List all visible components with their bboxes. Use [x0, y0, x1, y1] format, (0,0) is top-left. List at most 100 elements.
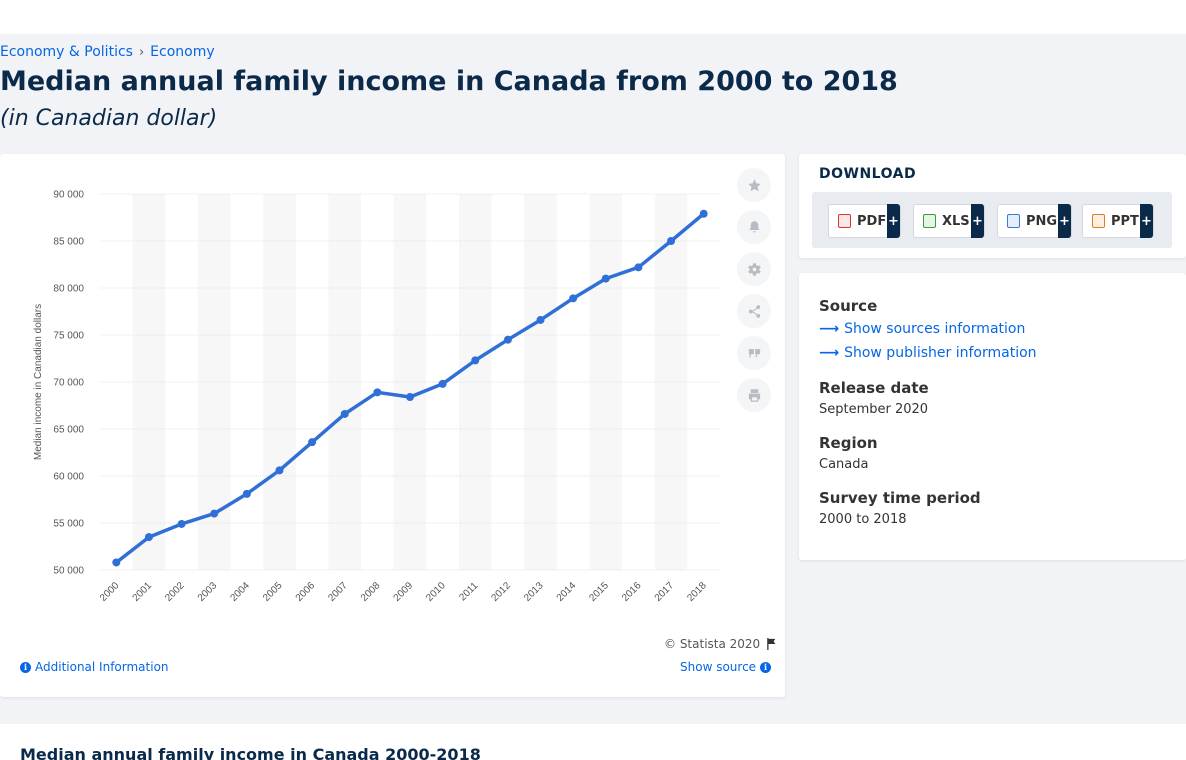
data-point[interactable] [503, 335, 512, 344]
show-publisher-label: Show publisher information [844, 345, 1037, 361]
download-png-button[interactable]: PNG + [997, 204, 1072, 238]
copyright-text: © Statista 2020 [664, 637, 761, 651]
data-point[interactable] [112, 558, 121, 567]
arrow-right-icon: ⟶ [819, 345, 840, 361]
show-sources-link[interactable]: ⟶ Show sources information [819, 321, 1025, 337]
cite-button[interactable] [737, 336, 771, 370]
data-point[interactable] [406, 393, 414, 402]
page-title: Median annual family income in Canada fr… [0, 66, 898, 97]
chart-card: 50 000 55 000 60 000 65 000 70 000 75 000 80 0… [0, 154, 785, 697]
data-point[interactable] [699, 209, 708, 218]
statistic-info-card: Source ⟶ Show sources information ⟶ Show… [799, 273, 1186, 560]
x-tick-label: 2009 [392, 580, 416, 604]
breadcrumb-separator: › [138, 44, 145, 60]
add-icon: + [1140, 204, 1153, 238]
data-point[interactable] [471, 356, 480, 365]
y-tick-label: 90 000 [53, 190, 84, 201]
x-tick-label: 2018 [685, 580, 709, 604]
region-value: Canada [819, 457, 869, 472]
notification-button[interactable] [737, 210, 771, 244]
download-xls-button[interactable]: XLS + [913, 204, 985, 238]
show-publisher-link[interactable]: ⟶ Show publisher information [819, 345, 1037, 361]
share-button[interactable] [737, 294, 771, 328]
print-icon [748, 388, 760, 402]
info-icon: i [760, 661, 772, 673]
additional-information-link[interactable]: i Additional Information [20, 660, 169, 674]
download-pdf-button[interactable]: PDF + [828, 204, 901, 238]
download-title: DOWNLOAD [819, 166, 917, 182]
quote-icon [748, 348, 760, 357]
data-point[interactable] [210, 509, 219, 518]
download-card: DOWNLOAD PDF + XLS + PNG + PPT + [799, 154, 1186, 258]
breadcrumb-item-economy[interactable]: Economy [150, 44, 215, 60]
bell-icon [749, 220, 759, 232]
download-ppt-label: PPT [1111, 213, 1139, 229]
ppt-file-icon [1092, 214, 1105, 228]
x-tick-label: 2002 [163, 580, 187, 604]
show-source-link[interactable]: Show source i [680, 660, 772, 674]
data-point[interactable] [275, 466, 284, 475]
y-tick-label: 70 000 [53, 378, 84, 389]
data-point[interactable] [536, 315, 545, 324]
y-tick-label: 65 000 [53, 425, 84, 436]
x-tick-label: 2016 [620, 580, 644, 604]
x-tick-label: 2000 [98, 580, 122, 604]
info-icon: i [20, 661, 31, 673]
data-point[interactable] [601, 274, 610, 283]
x-tick-label: 2012 [490, 580, 514, 604]
show-sources-label: Show sources information [844, 321, 1026, 337]
region-label: Region [819, 434, 878, 452]
breadcrumb-item-economy-politics[interactable]: Economy & Politics [0, 44, 133, 60]
survey-period-value: 2000 to 2018 [819, 512, 907, 527]
data-point[interactable] [569, 294, 578, 303]
data-point[interactable] [373, 388, 382, 397]
top-bar [0, 0, 1186, 34]
data-point[interactable] [144, 533, 153, 542]
data-point[interactable] [308, 438, 317, 447]
download-buttons: PDF + XLS + PNG + PPT + [812, 192, 1172, 248]
download-xls-label: XLS [942, 213, 970, 229]
survey-period-label: Survey time period [819, 489, 981, 507]
settings-button[interactable] [737, 252, 771, 286]
download-png-label: PNG [1026, 213, 1058, 229]
x-tick-label: 2006 [294, 580, 318, 604]
y-axis-label: Median income in Canadian dollars [33, 304, 44, 460]
pdf-file-icon [838, 214, 851, 228]
x-tick-label: 2013 [522, 580, 546, 604]
flag-icon[interactable] [766, 638, 777, 650]
y-tick-label: 75 000 [53, 331, 84, 342]
data-point[interactable] [667, 237, 676, 245]
arrow-right-icon: ⟶ [819, 321, 840, 337]
chart-toolbar [737, 168, 771, 420]
add-icon: + [1058, 204, 1071, 238]
y-tick-label: 60 000 [53, 472, 84, 483]
x-tick-label: 2010 [424, 580, 448, 604]
x-tick-label: 2003 [196, 580, 220, 604]
description-card: Median annual family income in Canada 20… [0, 724, 1186, 760]
print-button[interactable] [737, 378, 771, 412]
x-tick-label: 2014 [555, 580, 579, 604]
download-ppt-button[interactable]: PPT + [1082, 204, 1154, 238]
x-tick-label: 2017 [653, 580, 677, 604]
data-point[interactable] [242, 489, 251, 498]
data-point[interactable] [634, 263, 643, 272]
favorite-button[interactable] [737, 168, 771, 202]
data-point[interactable] [340, 409, 349, 418]
add-icon: + [887, 204, 900, 238]
page-subtitle: (in Canadian dollar) [0, 106, 218, 131]
y-tick-label: 85 000 [53, 237, 84, 248]
x-tick-label: 2005 [261, 580, 285, 604]
line-chart: 50 000 55 000 60 000 65 000 70 000 75 000 80 0… [33, 190, 720, 604]
release-date-label: Release date [819, 379, 929, 397]
data-point[interactable] [438, 379, 447, 388]
star-icon [747, 178, 761, 191]
data-point[interactable] [177, 519, 186, 528]
show-source-label: Show source [680, 660, 757, 674]
copyright-notice: © Statista 2020 [664, 637, 777, 651]
y-tick-label: 55 000 [53, 519, 84, 530]
x-tick-label: 2004 [228, 580, 252, 604]
x-tick-label: 2008 [359, 580, 383, 604]
x-tick-label: 2001 [131, 580, 155, 604]
add-icon: + [971, 204, 984, 238]
release-date-value: September 2020 [819, 402, 929, 417]
